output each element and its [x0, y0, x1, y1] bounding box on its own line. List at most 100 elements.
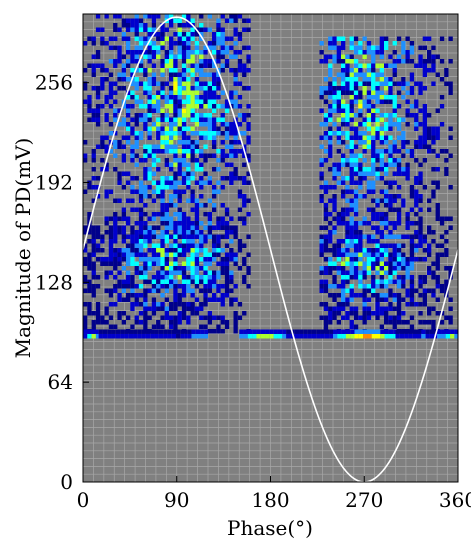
heatmap-cell	[224, 230, 230, 235]
heatmap-cell	[207, 113, 212, 118]
heatmap-cell	[414, 198, 419, 203]
heatmap-cell	[113, 216, 118, 221]
heatmap-cell	[392, 144, 397, 149]
heatmap-cell	[341, 270, 346, 275]
heatmap-cell	[207, 72, 212, 77]
heatmap-cell	[375, 315, 380, 320]
heatmap-cell	[113, 284, 118, 289]
heatmap-cell	[345, 297, 350, 302]
heatmap-cell	[130, 90, 135, 95]
heatmap-cell	[160, 140, 165, 145]
heatmap-cell	[216, 216, 221, 221]
heatmap-cell	[323, 117, 329, 122]
heatmap-cell	[143, 23, 148, 28]
heatmap-cell	[422, 248, 427, 253]
heatmap-cell	[108, 36, 114, 41]
baseline-band-cell	[395, 329, 400, 334]
heatmap-cell	[379, 293, 384, 298]
heatmap-cell	[117, 297, 122, 302]
baseline-band-cell	[107, 333, 112, 339]
heatmap-cell	[224, 59, 230, 64]
heatmap-cell	[414, 158, 419, 163]
heatmap-cell	[409, 59, 415, 64]
heatmap-cell	[169, 95, 174, 100]
heatmap-cell	[341, 108, 346, 113]
heatmap-cell	[138, 27, 144, 32]
heatmap-cell	[207, 176, 212, 181]
heatmap-cell	[130, 189, 135, 194]
heatmap-cell	[353, 135, 359, 140]
heatmap-cell	[336, 95, 341, 100]
heatmap-cell	[181, 144, 187, 149]
heatmap-cell	[134, 14, 139, 19]
heatmap-cell	[418, 279, 423, 284]
heatmap-cell	[341, 158, 346, 163]
heatmap-cell	[349, 149, 354, 154]
heatmap-cell	[384, 270, 389, 275]
heatmap-cell	[375, 252, 380, 257]
heatmap-cell	[388, 113, 393, 118]
heatmap-cell	[220, 293, 225, 298]
heatmap-cell	[353, 293, 359, 298]
baseline-band-cell	[120, 329, 125, 334]
heatmap-cell	[83, 158, 88, 163]
heatmap-cell	[160, 221, 165, 226]
heatmap-cell	[375, 167, 380, 172]
heatmap-cell	[134, 261, 139, 266]
heatmap-cell	[220, 117, 225, 122]
heatmap-cell	[164, 117, 169, 122]
heatmap-cell	[341, 140, 346, 145]
heatmap-cell	[121, 225, 126, 230]
heatmap-cell	[160, 27, 165, 32]
heatmap-cell	[242, 257, 247, 262]
heatmap-cell	[237, 81, 243, 86]
heatmap-cell	[104, 311, 109, 316]
heatmap-cell	[143, 297, 148, 302]
heatmap-cell	[113, 131, 118, 136]
heatmap-cell	[177, 320, 182, 325]
heatmap-cell	[181, 315, 187, 320]
heatmap-cell	[181, 243, 187, 248]
heatmap-cell	[358, 72, 363, 77]
heatmap-cell	[448, 126, 453, 131]
heatmap-cell	[113, 167, 118, 172]
heatmap-cell	[384, 216, 389, 221]
heatmap-cell	[323, 315, 329, 320]
heatmap-cell	[173, 261, 178, 266]
heatmap-cell	[160, 302, 165, 307]
heatmap-cell	[151, 234, 157, 239]
heatmap-cell	[375, 99, 380, 104]
heatmap-cell	[151, 180, 157, 185]
heatmap-cell	[130, 144, 135, 149]
heatmap-cell	[113, 117, 118, 122]
y-tick-label: 64	[48, 370, 73, 394]
heatmap-cell	[427, 68, 432, 73]
heatmap-cell	[190, 198, 195, 203]
heatmap-cell	[384, 113, 389, 118]
heatmap-cell	[422, 63, 427, 68]
heatmap-cell	[388, 144, 393, 149]
heatmap-cell	[113, 221, 118, 226]
heatmap-cell	[349, 275, 354, 280]
heatmap-cell	[388, 207, 393, 212]
heatmap-cell	[431, 149, 436, 154]
heatmap-cell	[396, 257, 402, 262]
heatmap-cell	[224, 18, 230, 23]
heatmap-cell	[134, 266, 139, 271]
heatmap-cell	[177, 108, 182, 113]
heatmap-cell	[409, 153, 415, 158]
heatmap-cell	[341, 302, 346, 307]
heatmap-cell	[414, 81, 419, 86]
x-tick-label: 270	[345, 488, 383, 512]
heatmap-cell	[151, 149, 157, 154]
heatmap-cell	[117, 279, 122, 284]
heatmap-cell	[229, 252, 234, 257]
heatmap-cell	[173, 315, 178, 320]
heatmap-cell	[143, 243, 148, 248]
heatmap-cell	[160, 216, 165, 221]
heatmap-cell	[151, 284, 157, 289]
heatmap-cell	[341, 189, 346, 194]
heatmap-cell	[427, 225, 432, 230]
heatmap-cell	[143, 171, 148, 176]
heatmap-cell	[384, 311, 389, 316]
